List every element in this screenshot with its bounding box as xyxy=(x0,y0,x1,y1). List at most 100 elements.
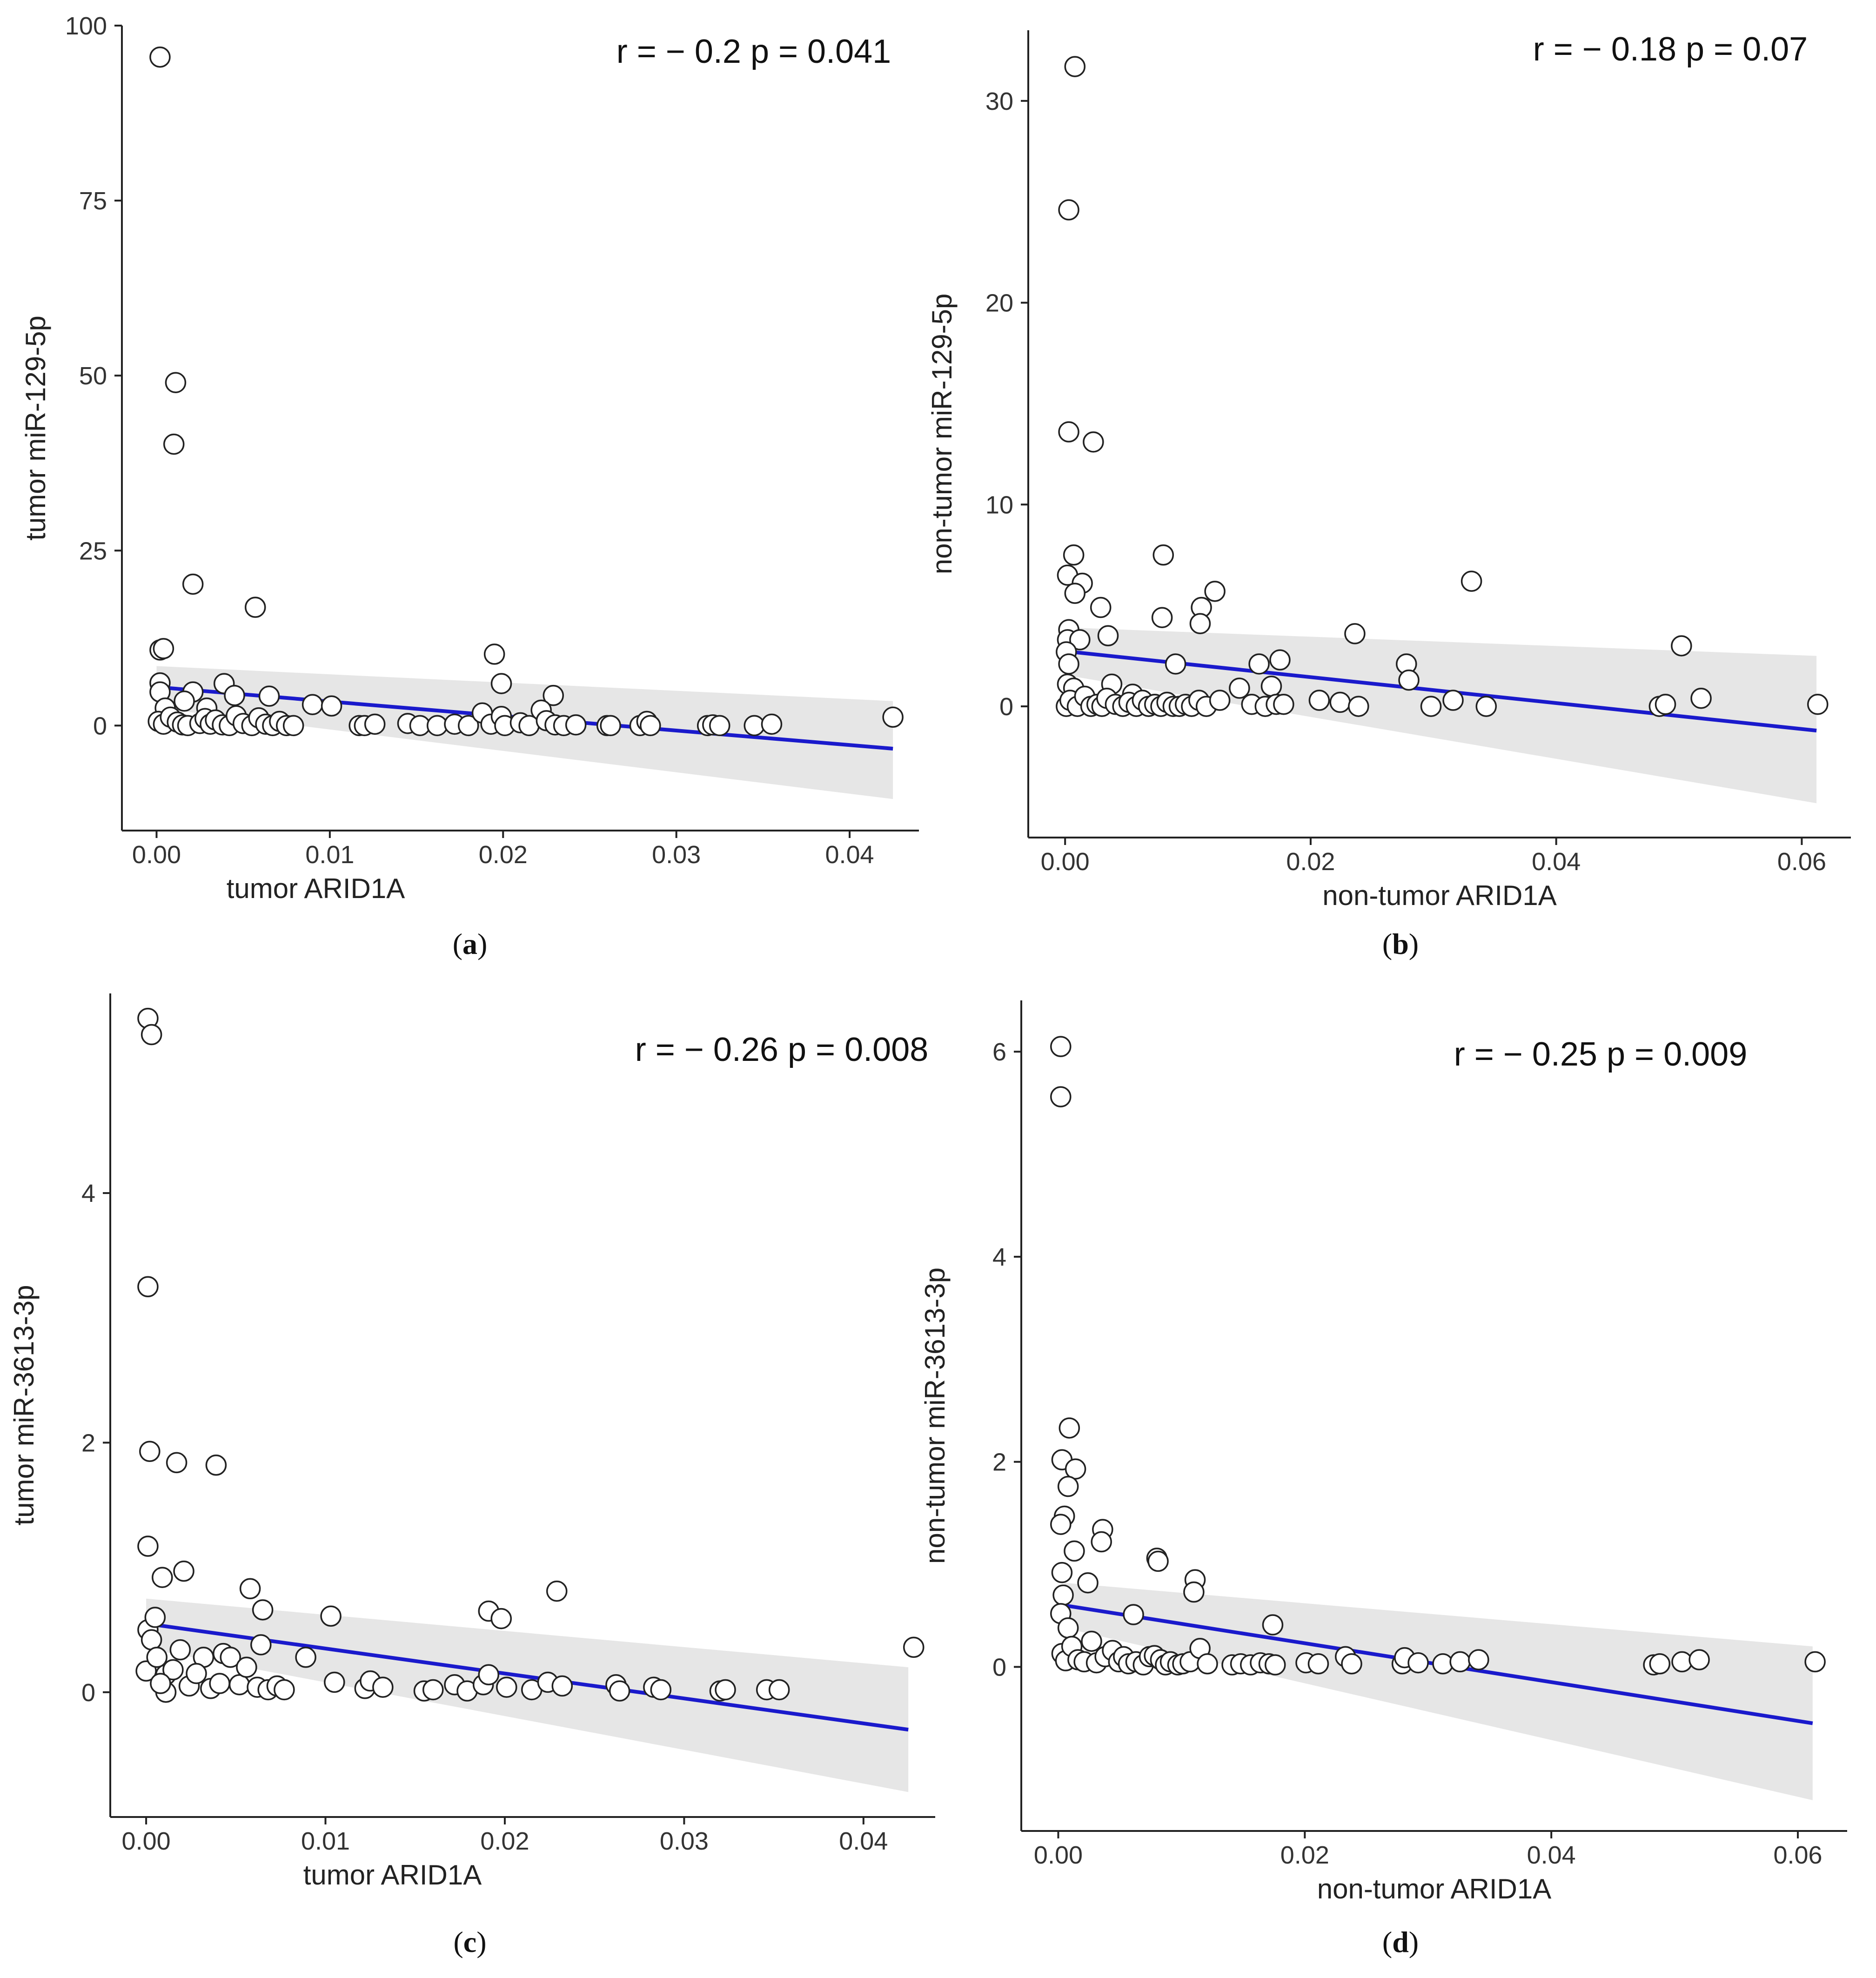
data-point xyxy=(1069,629,1091,650)
data-point xyxy=(220,1646,241,1668)
data-point xyxy=(1083,431,1104,453)
data-point xyxy=(150,1673,171,1694)
data-point xyxy=(165,372,187,393)
data-point xyxy=(1058,199,1079,221)
caption-paren-close: ) xyxy=(1409,1925,1419,1958)
data-point xyxy=(458,715,479,737)
data-point xyxy=(490,1608,512,1629)
data-point xyxy=(1407,1652,1429,1674)
data-point xyxy=(1329,691,1351,713)
data-point xyxy=(1052,1584,1074,1606)
data-point xyxy=(324,1671,345,1693)
data-point xyxy=(162,1659,184,1681)
x-tick-label: 0.00 xyxy=(1034,1841,1083,1869)
y-tick-label: 20 xyxy=(985,289,1013,317)
x-tick-label: 0.01 xyxy=(301,1827,350,1855)
data-point xyxy=(1420,696,1442,717)
panel-a: 0.00 0.01 0.02 0.03 0.04 0 25 50 75 100 tumor ARID… xyxy=(20,12,919,960)
data-point xyxy=(1064,1540,1085,1562)
x-axis-label: tumor ARID1A xyxy=(303,1859,482,1891)
data-point xyxy=(173,1560,194,1582)
data-point xyxy=(135,1660,157,1682)
data-point xyxy=(1090,597,1112,618)
data-point xyxy=(483,644,505,665)
x-tick-label: 0.02 xyxy=(480,1827,529,1855)
data-point xyxy=(209,1673,230,1694)
caption-paren-close: ) xyxy=(1409,927,1419,960)
data-point xyxy=(1690,687,1712,709)
data-point xyxy=(1655,693,1676,715)
data-point xyxy=(1432,1653,1454,1675)
caption-paren-open: ( xyxy=(453,1925,463,1958)
data-point xyxy=(137,1535,159,1557)
data-point xyxy=(1248,653,1270,675)
data-point xyxy=(490,673,512,694)
data-point xyxy=(1147,1550,1169,1572)
data-point xyxy=(1057,1617,1079,1639)
y-tick-label: 6 xyxy=(992,1038,1006,1066)
data-point xyxy=(1307,1653,1329,1675)
x-tick-label: 0.02 xyxy=(1286,848,1335,876)
data-point xyxy=(1123,1604,1144,1625)
data-point xyxy=(640,715,661,737)
data-point xyxy=(1688,1649,1710,1670)
data-point xyxy=(1058,653,1079,675)
data-point xyxy=(1063,544,1085,566)
y-tick-label: 0 xyxy=(992,1653,1006,1681)
data-point xyxy=(1671,1651,1693,1673)
data-point xyxy=(152,1567,173,1588)
data-point xyxy=(244,597,266,618)
data-point xyxy=(1065,1458,1086,1480)
y-axis-label: tumor miR-3613-3p xyxy=(8,1285,40,1526)
y-tick-label: 10 xyxy=(985,491,1013,519)
y-tick-label: 0 xyxy=(93,712,107,740)
x-tick-label: 0.04 xyxy=(825,841,874,869)
y-tick-label: 4 xyxy=(992,1243,1006,1271)
data-point xyxy=(320,1605,342,1627)
data-point xyxy=(1449,1651,1471,1673)
data-point xyxy=(1097,625,1119,646)
x-tick-label: 0.00 xyxy=(132,841,181,869)
data-point xyxy=(372,1676,394,1698)
x-axis-label: non-tumor ARID1A xyxy=(1317,1873,1552,1904)
y-tick-label: 30 xyxy=(985,87,1013,115)
x-tick-label: 0.01 xyxy=(305,841,354,869)
y-tick-label: 2 xyxy=(81,1429,95,1457)
data-point xyxy=(182,573,204,595)
data-point xyxy=(709,715,730,737)
data-point xyxy=(144,1607,166,1628)
data-point xyxy=(169,1639,191,1661)
caption-letter: a xyxy=(462,927,477,960)
data-point xyxy=(1475,696,1497,717)
data-point xyxy=(364,713,386,735)
data-point xyxy=(1671,635,1692,657)
data-point xyxy=(1059,1417,1080,1439)
x-tick-label: 0.04 xyxy=(1532,848,1581,876)
x-tick-label: 0.03 xyxy=(652,841,701,869)
data-point xyxy=(1264,1654,1286,1676)
data-point xyxy=(768,1679,790,1701)
data-point xyxy=(1050,1514,1072,1535)
data-point xyxy=(1308,690,1330,711)
data-point xyxy=(228,1674,250,1696)
data-point xyxy=(1273,693,1294,715)
data-point xyxy=(295,1646,316,1668)
y-tick-label: 75 xyxy=(79,187,107,215)
data-point xyxy=(609,1680,630,1702)
data-point xyxy=(1649,1653,1671,1675)
x-tick-label: 0.02 xyxy=(479,841,528,869)
panel-b: 0.00 0.02 0.04 0.06 0 10 20 30 non-tumor ARID1A n… xyxy=(926,30,1851,960)
x-tick-label: 0.06 xyxy=(1773,1841,1822,1869)
data-point xyxy=(1344,623,1366,644)
data-point xyxy=(1398,669,1420,691)
data-point xyxy=(236,1656,257,1678)
y-tick-label: 0 xyxy=(999,693,1013,721)
data-point xyxy=(1189,613,1211,634)
x-tick-label: 0.02 xyxy=(1280,1841,1329,1869)
data-point xyxy=(1165,653,1186,675)
regression-line xyxy=(1071,650,1817,733)
x-axis-label: tumor ARID1A xyxy=(227,873,405,904)
data-point xyxy=(903,1636,925,1658)
data-point xyxy=(1468,1649,1489,1670)
y-tick-label: 100 xyxy=(65,12,107,40)
